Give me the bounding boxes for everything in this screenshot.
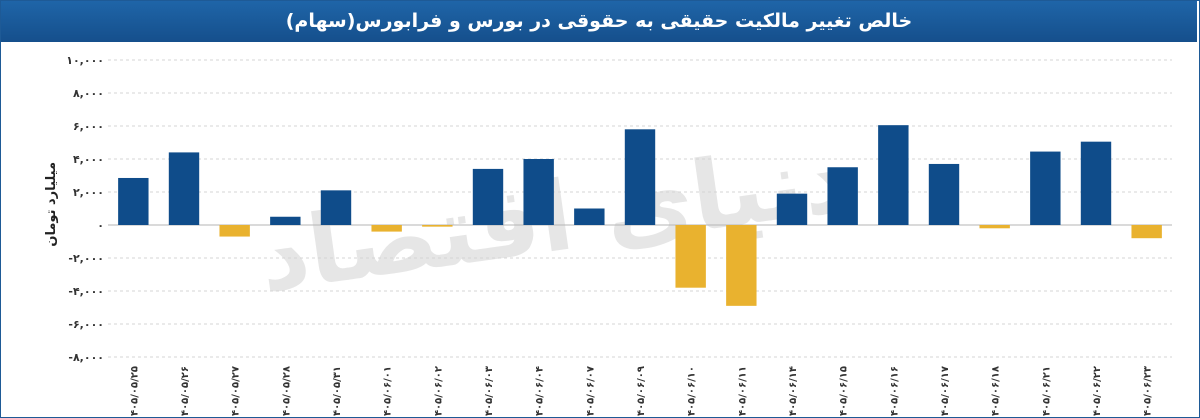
bar	[1080, 141, 1112, 225]
x-tick-label: ۱۴۰۵/۰۶/۱۷	[940, 366, 951, 418]
x-tick-label: ۱۴۰۵/۰۵/۲۵	[129, 366, 140, 418]
x-tick-label: ۱۴۰۵/۰۶/۱۵	[839, 366, 850, 418]
bars	[118, 125, 1162, 306]
y-tick-label: -۸,۰۰۰	[68, 351, 104, 364]
bar	[827, 167, 858, 225]
bar	[1131, 225, 1162, 239]
x-tick-label: ۱۴۰۵/۰۶/۰۲	[433, 366, 444, 418]
bar	[168, 152, 200, 225]
bar	[472, 168, 504, 225]
x-axis-ticks: ۱۴۰۵/۰۵/۲۵ ۱۴۰۵/۰۵/۲۶ ۱۴۰۵/۰۵/۲۷ ۱۴۰۵/۰۵/۲۸…	[129, 366, 1153, 418]
x-tick-label: ۱۴۰۵/۰۵/۲۸	[281, 366, 292, 418]
chart-title: خالص تغییر مالکیت حقیقی به حقوقی در بورس…	[1, 1, 1197, 42]
y-tick-label: ۲,۰۰۰	[73, 186, 104, 199]
y-tick-label: -۶,۰۰۰	[68, 318, 104, 331]
x-tick-label: ۱۴۰۵/۰۶/۱۶	[889, 366, 900, 418]
bar	[270, 216, 301, 225]
bar	[422, 225, 453, 227]
y-tick-label: ۰	[97, 219, 104, 232]
x-tick-label: ۱۴۰۵/۰۶/۲۱	[1041, 366, 1052, 418]
bar	[878, 125, 909, 225]
x-tick-label: ۱۴۰۵/۰۶/۰۱	[383, 366, 394, 418]
bar	[320, 190, 352, 225]
y-tick-label: ۸,۰۰۰	[73, 87, 104, 100]
x-tick-label: ۱۴۰۵/۰۶/۲۲	[1092, 366, 1103, 418]
bar	[219, 225, 250, 237]
bar	[523, 159, 554, 225]
bar	[371, 225, 402, 232]
bar	[624, 129, 656, 225]
x-tick-label: ۱۴۰۵/۰۶/۰۴	[535, 366, 546, 418]
y-tick-label: -۴,۰۰۰	[68, 285, 104, 298]
y-axis-ticks: ۱۰,۰۰۰ ۸,۰۰۰ ۶,۰۰۰ ۴,۰۰۰ ۲,۰۰۰ ۰ -۲,۰۰۰ -۴,۰۰۰ -…	[66, 54, 104, 364]
bar	[675, 225, 706, 288]
x-tick-label: ۱۴۰۵/۰۶/۰۳	[484, 366, 495, 418]
bar	[726, 225, 757, 306]
x-tick-label: ۱۴۰۵/۰۶/۰۷	[585, 366, 596, 418]
x-tick-label: ۱۴۰۵/۰۶/۱۱	[737, 366, 748, 418]
x-tick-label: ۱۴۰۵/۰۶/۱۸	[991, 366, 1002, 418]
bar	[118, 177, 149, 225]
x-tick-label: ۱۴۰۵/۰۶/۰۹	[636, 366, 647, 418]
bar	[574, 208, 605, 225]
x-tick-label: ۱۴۰۵/۰۶/۱۰	[687, 366, 698, 418]
y-tick-label: ۶,۰۰۰	[73, 120, 104, 133]
bar	[1030, 151, 1061, 225]
x-tick-label: ۱۴۰۵/۰۵/۲۷	[231, 366, 242, 418]
bar	[776, 193, 808, 225]
x-tick-label: ۱۴۰۵/۰۶/۲۳	[1143, 366, 1154, 418]
x-tick-label: ۱۴۰۵/۰۵/۳۱	[332, 366, 343, 418]
bar	[979, 225, 1010, 229]
y-tick-label: ۱۰,۰۰۰	[66, 54, 104, 67]
x-tick-label: ۱۴۰۵/۰۶/۱۴	[788, 366, 799, 418]
y-tick-label: ۴,۰۰۰	[73, 153, 104, 166]
y-tick-label: -۲,۰۰۰	[68, 252, 104, 265]
bar	[928, 163, 960, 225]
x-tick-label: ۱۴۰۵/۰۵/۲۶	[180, 366, 191, 418]
